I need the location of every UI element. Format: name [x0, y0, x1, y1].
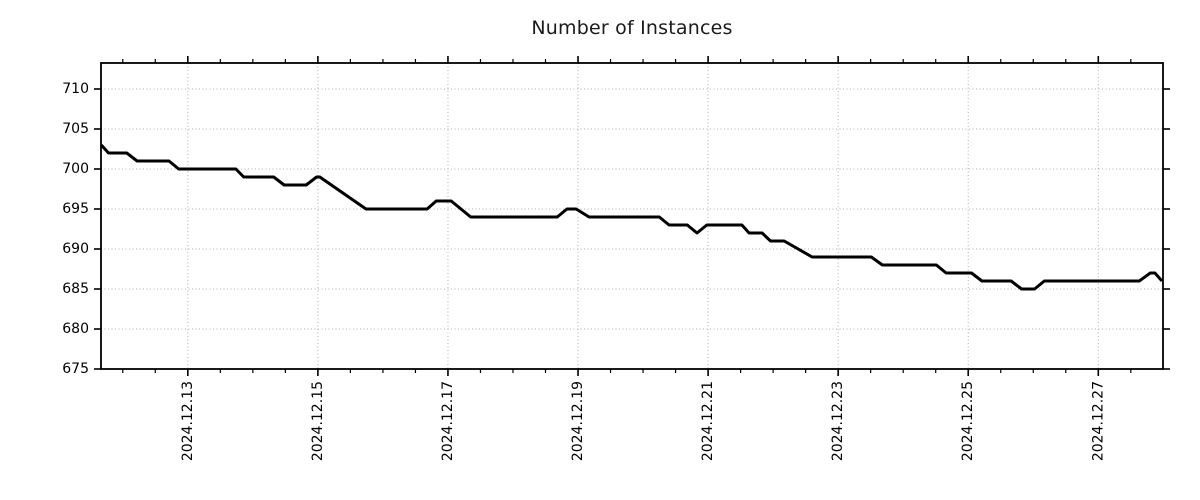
x-tick-label: 2024.12.23: [830, 381, 846, 461]
y-tick-label: 690: [62, 241, 89, 257]
x-tick-label: 2024.12.13: [180, 381, 196, 461]
x-tick-label: 2024.12.21: [700, 381, 716, 461]
x-tick-label: 2024.12.19: [570, 381, 586, 461]
y-tick-label: 675: [62, 361, 89, 377]
data-line: [100, 143, 1164, 291]
plot-spines: [100, 62, 1164, 370]
x-tick-label: 2024.12.25: [960, 381, 976, 461]
y-tick-label: 685: [62, 281, 89, 297]
y-tick-label: 680: [62, 321, 89, 337]
y-tick-label: 695: [62, 201, 89, 217]
x-tick-label: 2024.12.15: [310, 381, 326, 461]
y-tick-label: 700: [62, 161, 89, 177]
x-tick-label: 2024.12.17: [440, 381, 456, 461]
chart-title: Number of Instances: [531, 17, 733, 39]
x-tick-label: 2024.12.27: [1090, 381, 1106, 461]
y-tick-label: 705: [62, 121, 89, 137]
y-tick-label: 710: [62, 81, 89, 97]
